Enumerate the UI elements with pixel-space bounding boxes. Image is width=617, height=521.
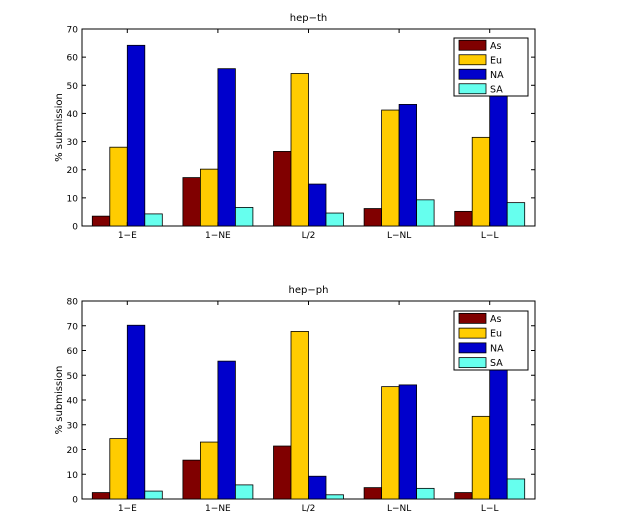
bar-as-5 [454,492,473,500]
bar-eu-1 [109,438,128,500]
y-tick-label: 30 [67,421,79,431]
bar-sa-4 [416,487,435,500]
legend-label-eu: Eu [490,55,502,66]
legend-swatch-as [458,39,487,51]
y-tick-label: 30 [67,138,79,148]
chart-panel-1: 0 10 20 30 40 50 60 70 1−E 1−NE L/2 L−NL L−L hep−th % … [54,13,536,241]
x-tick-label: L/2 [302,504,316,514]
legend-label-sa: SA [490,358,503,369]
y-tick-label: 50 [67,82,79,92]
bar-na-2 [217,68,236,227]
bar-as-2 [182,459,201,500]
bar-eu-3 [290,331,309,500]
y-tick-label: 0 [72,496,78,506]
legend: As Eu NA SA [453,37,529,97]
x-tick-label: L−L [481,504,499,514]
legend-swatch-eu [458,54,487,66]
y-tick-label: 70 [67,322,79,332]
legend-label-sa: SA [490,84,503,95]
legend-label-eu: Eu [490,329,502,340]
bar-as-1 [91,492,111,500]
bar-na-3 [308,475,327,500]
x-tick-label: L−NL [387,504,411,514]
x-tick-label: 1−NE [205,504,231,514]
y-tick-label: 60 [67,347,79,357]
y-tick-label: 40 [67,397,79,407]
x-tick-label: L−L [481,231,499,241]
y-tick-label: 0 [72,223,78,233]
bar-na-3 [308,183,327,227]
bar-na-5 [489,360,508,500]
y-tick-label: 20 [67,446,79,456]
x-tick-label: 1−E [118,504,137,514]
y-tick-label: 70 [67,26,79,36]
bar-sa-3 [325,494,344,500]
legend-swatch-as [458,312,487,324]
legend-swatch-sa [458,357,487,369]
legend-swatch-na [458,68,487,80]
y-axis-label: % submission [54,93,65,162]
bar-sa-5 [506,202,526,227]
legend-label-na: NA [490,70,504,81]
bar-na-1 [126,324,146,500]
bar-as-1 [91,215,111,227]
bar-eu-4 [381,386,400,500]
legend: As Eu NA SA [453,310,529,371]
legend-swatch-eu [458,327,487,339]
x-tick-label: 1−NE [205,231,231,241]
legend-label-na: NA [490,343,504,354]
legend-swatch-na [458,342,487,354]
bar-sa-1 [144,213,163,227]
bar-na-2 [217,360,236,500]
bar-eu-5 [471,136,491,227]
bar-eu-4 [381,109,400,227]
y-tick-label: 50 [67,372,79,382]
bar-as-3 [273,151,292,227]
bar-eu-5 [471,415,491,500]
x-tick-label: 1−E [118,231,137,241]
bar-sa-1 [144,490,163,500]
bar-eu-2 [199,168,219,227]
chart-panel-2: 0 10 20 30 40 50 60 70 80 1−E 1−NE L/2 L−NL L−L hep−ph… [54,285,536,514]
bar-sa-2 [234,207,254,227]
bar-sa-2 [234,484,254,500]
chart-title: hep−th [290,13,327,24]
y-axis-label: % submission [54,366,65,435]
bar-eu-2 [199,441,219,500]
bar-as-4 [363,208,383,227]
bar-sa-4 [416,199,435,227]
bar-as-3 [273,445,292,500]
bar-na-1 [126,44,146,227]
bar-as-4 [363,487,383,500]
y-tick-label: 20 [67,166,79,176]
x-tick-label: L−NL [387,231,411,241]
y-tick-label: 10 [67,471,79,481]
legend-label-as: As [490,41,501,52]
bar-na-4 [398,384,418,500]
y-tick-label: 40 [67,110,79,120]
bar-na-4 [398,104,418,227]
bar-sa-3 [325,212,344,227]
chart-title: hep−ph [289,285,329,296]
bar-as-2 [182,177,201,227]
y-tick-label: 60 [67,54,79,64]
bar-eu-3 [290,73,309,227]
y-tick-label: 80 [67,298,79,308]
legend-label-as: As [490,314,501,325]
legend-swatch-sa [458,83,487,95]
x-tick-label: L/2 [302,231,316,241]
bar-as-5 [454,210,473,227]
bar-sa-5 [506,478,526,500]
y-tick-label: 10 [67,194,79,204]
bar-eu-1 [109,146,128,227]
